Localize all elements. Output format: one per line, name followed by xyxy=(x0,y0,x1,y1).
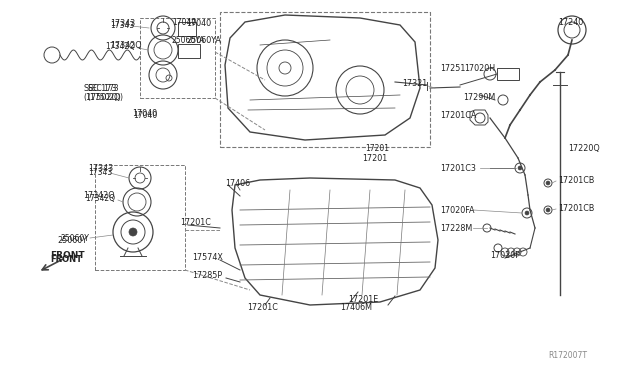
Text: 17343: 17343 xyxy=(110,20,134,29)
Text: 17020H: 17020H xyxy=(464,64,495,73)
Text: 25060YA: 25060YA xyxy=(186,35,221,45)
Text: SEC.173: SEC.173 xyxy=(83,83,116,93)
Circle shape xyxy=(546,181,550,185)
Bar xyxy=(95,165,185,270)
Text: 17290M: 17290M xyxy=(463,93,495,102)
Text: 17342Q: 17342Q xyxy=(105,42,135,51)
Text: 17201CB: 17201CB xyxy=(558,176,595,185)
Text: FRONT: FRONT xyxy=(50,250,84,260)
Bar xyxy=(178,44,200,58)
Circle shape xyxy=(518,166,522,170)
Bar xyxy=(220,12,430,147)
Text: 17020FA: 17020FA xyxy=(440,205,474,215)
Text: SEC.173: SEC.173 xyxy=(87,83,118,93)
Text: 17201C3: 17201C3 xyxy=(440,164,476,173)
Text: FRONT: FRONT xyxy=(50,256,82,264)
Text: 17201C: 17201C xyxy=(180,218,211,227)
Text: 17343: 17343 xyxy=(110,19,135,28)
Text: 17220Q: 17220Q xyxy=(568,144,600,153)
Text: 17040: 17040 xyxy=(133,110,157,119)
Text: 17343: 17343 xyxy=(88,167,112,176)
Text: (17502Q): (17502Q) xyxy=(87,93,123,102)
Text: 17201: 17201 xyxy=(365,144,389,153)
Text: 17201CA: 17201CA xyxy=(440,110,476,119)
Text: 17020F: 17020F xyxy=(490,250,520,260)
Circle shape xyxy=(525,211,529,215)
Text: 17342Q: 17342Q xyxy=(83,190,115,199)
Text: 17406: 17406 xyxy=(225,179,250,187)
Text: 17040: 17040 xyxy=(132,109,157,118)
Text: 17574X: 17574X xyxy=(192,253,223,263)
Circle shape xyxy=(129,228,137,236)
Text: 17228M: 17228M xyxy=(440,224,472,232)
Text: 17240: 17240 xyxy=(558,17,583,26)
Text: 17201C: 17201C xyxy=(247,304,278,312)
Text: 25060Y: 25060Y xyxy=(57,235,87,244)
Text: 25060YA: 25060YA xyxy=(172,35,205,45)
Text: 17406M: 17406M xyxy=(340,304,372,312)
Text: 17285P: 17285P xyxy=(192,272,222,280)
Text: 17321: 17321 xyxy=(402,78,428,87)
Text: 17251: 17251 xyxy=(440,64,465,73)
Text: 17040: 17040 xyxy=(172,17,196,26)
Text: (17502Q): (17502Q) xyxy=(83,93,121,102)
Text: 17343: 17343 xyxy=(88,164,113,173)
Text: 17342Q: 17342Q xyxy=(85,193,115,202)
Bar xyxy=(497,68,519,80)
Bar xyxy=(140,18,215,98)
Text: R172007T: R172007T xyxy=(548,350,587,359)
Circle shape xyxy=(546,208,550,212)
Text: 25060Y: 25060Y xyxy=(60,234,89,243)
Text: 17342Q: 17342Q xyxy=(110,41,141,49)
Text: 17201E: 17201E xyxy=(348,295,378,305)
Bar xyxy=(178,22,196,36)
Text: 17201: 17201 xyxy=(362,154,387,163)
Text: 17201CB: 17201CB xyxy=(558,203,595,212)
Text: 17040: 17040 xyxy=(186,19,211,28)
